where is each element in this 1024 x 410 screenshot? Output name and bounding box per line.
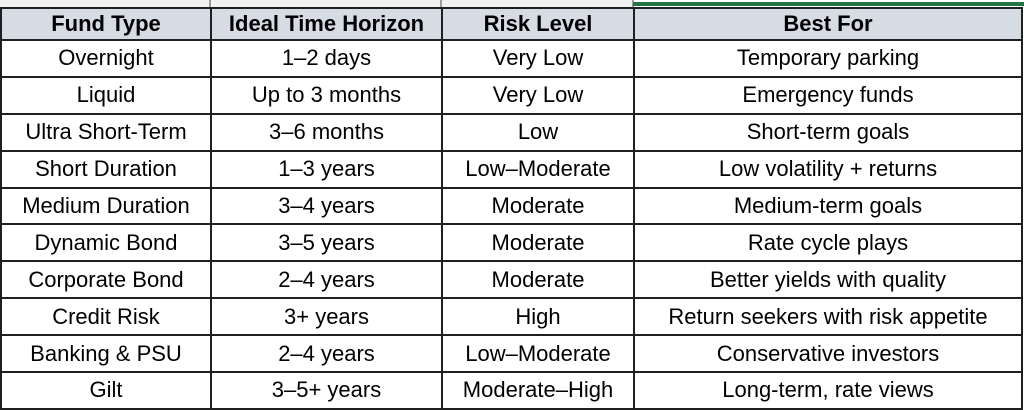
cell-fund-type: Ultra Short-Term (0, 112, 212, 152)
cell-best-for: Low volatility + returns (633, 149, 1023, 189)
header-ideal-time-horizon: Ideal Time Horizon (210, 7, 443, 41)
header-row: Fund Type Ideal Time Horizon Risk Level … (0, 7, 1023, 41)
cell-risk: Moderate (441, 186, 635, 226)
debt-fund-comparison-table: Fund Type Ideal Time Horizon Risk Level … (0, 7, 1023, 410)
table-row: Liquid Up to 3 months Very Low Emergency… (0, 75, 1023, 115)
cell-best-for: Long-term, rate views (633, 371, 1023, 410)
table-row: Ultra Short-Term 3–6 months Low Short-te… (0, 112, 1023, 152)
cell-fund-type: Banking & PSU (0, 334, 212, 374)
cell-risk: Low–Moderate (441, 334, 635, 374)
cell-horizon: 2–4 years (210, 334, 443, 374)
cell-horizon: 3–5 years (210, 223, 443, 263)
cell-risk: Moderate–High (441, 371, 635, 410)
cell-risk: Low (441, 112, 635, 152)
cell-risk: Low–Moderate (441, 149, 635, 189)
cell-horizon: 3–6 months (210, 112, 443, 152)
cell-fund-type: Short Duration (0, 149, 212, 189)
cell-fund-type: Dynamic Bond (0, 223, 212, 263)
table-body: Overnight 1–2 days Very Low Temporary pa… (0, 39, 1023, 410)
table-row: Short Duration 1–3 years Low–Moderate Lo… (0, 149, 1023, 189)
cell-fund-type: Overnight (0, 39, 212, 78)
cell-risk: High (441, 297, 635, 337)
cell-best-for: Conservative investors (633, 334, 1023, 374)
cell-best-for: Temporary parking (633, 39, 1023, 78)
cell-risk: Moderate (441, 260, 635, 300)
header-fund-type: Fund Type (0, 7, 212, 41)
table-row: Gilt 3–5+ years Moderate–High Long-term,… (0, 371, 1023, 410)
cell-risk: Very Low (441, 39, 635, 78)
cell-fund-type: Medium Duration (0, 186, 212, 226)
table-row: Corporate Bond 2–4 years Moderate Better… (0, 260, 1023, 300)
adjacent-cell-fill (0, 0, 633, 7)
table-header: Fund Type Ideal Time Horizon Risk Level … (0, 7, 1023, 41)
cell-fund-type: Gilt (0, 371, 212, 410)
cell-horizon: 3–4 years (210, 186, 443, 226)
cell-best-for: Emergency funds (633, 75, 1023, 115)
cell-horizon: 3+ years (210, 297, 443, 337)
table-row: Dynamic Bond 3–5 years Moderate Rate cyc… (0, 223, 1023, 263)
header-risk-level: Risk Level (441, 7, 635, 41)
table-row: Medium Duration 3–4 years Moderate Mediu… (0, 186, 1023, 226)
table-row: Credit Risk 3+ years High Return seekers… (0, 297, 1023, 337)
cell-best-for: Rate cycle plays (633, 223, 1023, 263)
adjacent-cells-strip (0, 0, 1024, 7)
cell-best-for: Short-term goals (633, 112, 1023, 152)
cell-horizon: Up to 3 months (210, 75, 443, 115)
green-accent-bar (633, 2, 1024, 6)
cell-best-for: Medium-term goals (633, 186, 1023, 226)
header-best-for: Best For (633, 7, 1023, 41)
table-row: Banking & PSU 2–4 years Low–Moderate Con… (0, 334, 1023, 374)
gridline-tick (209, 0, 211, 7)
gridline-tick (440, 0, 442, 7)
table-row: Overnight 1–2 days Very Low Temporary pa… (0, 39, 1023, 78)
cell-risk: Moderate (441, 223, 635, 263)
cell-fund-type: Corporate Bond (0, 260, 212, 300)
cell-horizon: 1–2 days (210, 39, 443, 78)
cell-horizon: 1–3 years (210, 149, 443, 189)
cell-horizon: 2–4 years (210, 260, 443, 300)
cell-best-for: Better yields with quality (633, 260, 1023, 300)
cell-fund-type: Liquid (0, 75, 212, 115)
cell-horizon: 3–5+ years (210, 371, 443, 410)
cell-best-for: Return seekers with risk appetite (633, 297, 1023, 337)
cell-risk: Very Low (441, 75, 635, 115)
cell-fund-type: Credit Risk (0, 297, 212, 337)
